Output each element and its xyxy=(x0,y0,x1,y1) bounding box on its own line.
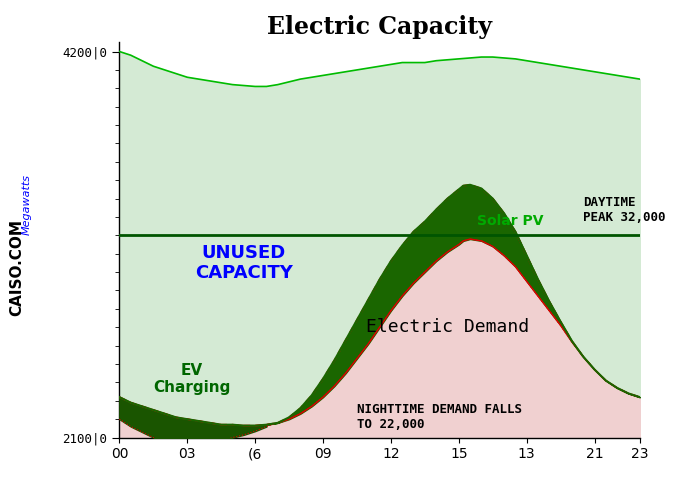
Text: Solar PV: Solar PV xyxy=(477,214,543,227)
Title: Electric Capacity: Electric Capacity xyxy=(267,15,492,39)
Text: EV
Charging: EV Charging xyxy=(153,363,231,395)
Text: UNUSED
CAPACITY: UNUSED CAPACITY xyxy=(195,243,293,282)
Text: Electric Demand: Electric Demand xyxy=(366,318,529,336)
Text: NIGHTTIME DEMAND FALLS
TO 22,000: NIGHTTIME DEMAND FALLS TO 22,000 xyxy=(357,403,522,432)
Text: Megawatts: Megawatts xyxy=(22,174,32,235)
Text: CAISO.COM: CAISO.COM xyxy=(10,219,24,316)
Text: DAYTIME
PEAK 32,000: DAYTIME PEAK 32,000 xyxy=(583,195,666,224)
